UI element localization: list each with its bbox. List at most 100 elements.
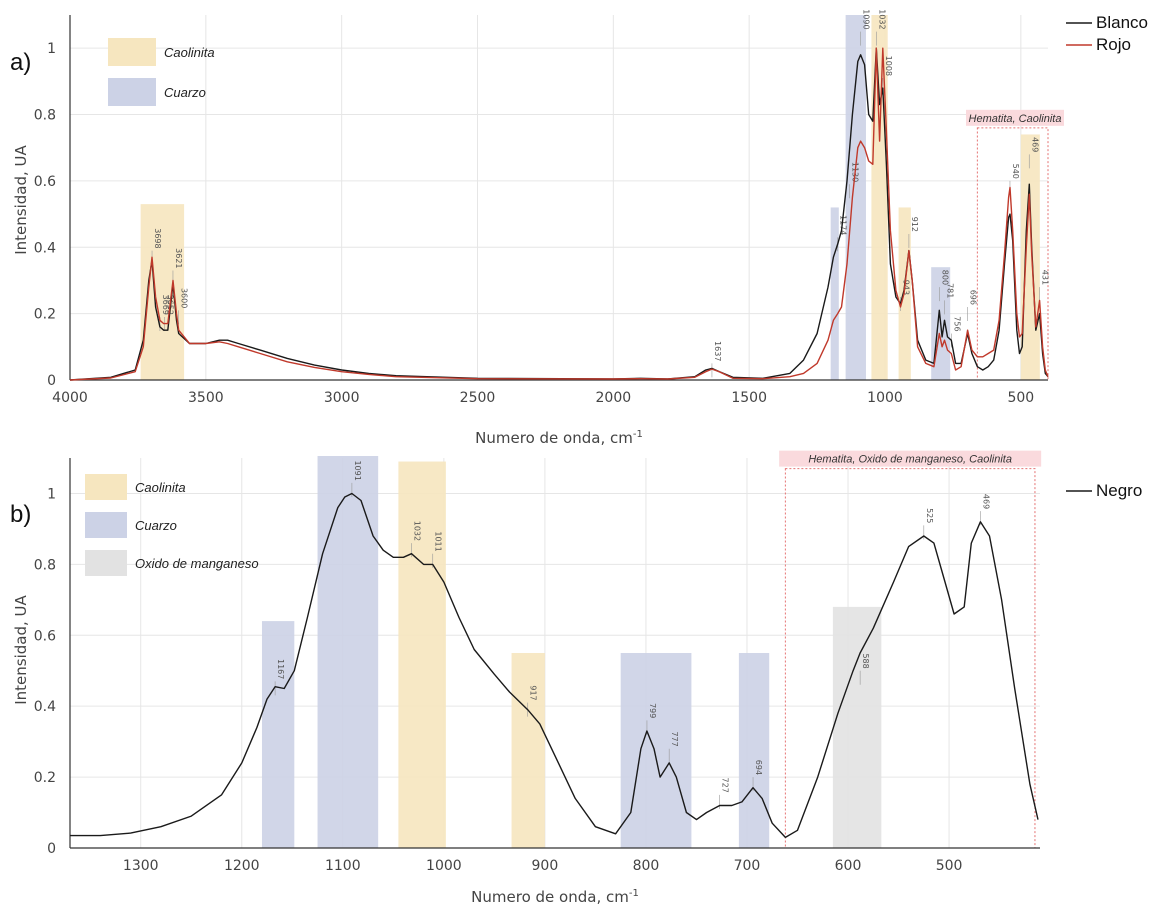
legend-label: Blanco	[1096, 13, 1148, 32]
x-tick-label: 500	[1007, 390, 1034, 406]
peak-label: 912	[910, 217, 919, 232]
peak-label: 1091	[353, 460, 362, 480]
peak-label: 777	[670, 731, 679, 746]
x-tick-label: 1000	[867, 390, 903, 406]
box-legend-label: Caolinita	[135, 480, 186, 495]
series-line-rojo	[69, 47, 1049, 381]
series-line-blanco	[69, 47, 1049, 381]
peak-label: 1011	[434, 531, 443, 551]
region-label-bg	[779, 450, 1042, 467]
peak-label: 917	[529, 685, 538, 700]
box-legend-swatch	[108, 38, 156, 66]
y-tick-label: 1	[47, 41, 56, 57]
y-tick-label: 0.4	[34, 240, 56, 256]
x-tick-label: 1200	[224, 858, 260, 874]
assignment-band	[620, 653, 692, 848]
peak-label: 469	[1030, 137, 1039, 152]
box-legend-label: Caolinita	[164, 45, 215, 60]
assignment-band	[398, 461, 446, 848]
peak-label: 943	[901, 280, 910, 295]
peak-label: 696	[969, 290, 978, 305]
box-legend-swatch	[85, 512, 127, 538]
y-tick-label: 0.2	[34, 770, 56, 786]
box-legend-swatch	[108, 78, 156, 106]
peak-label: 525	[925, 508, 934, 523]
peak-label: 1032	[877, 9, 886, 29]
panel-letter: b)	[10, 501, 31, 528]
legend-label: Rojo	[1096, 35, 1131, 54]
x-tick-label: 1500	[731, 390, 767, 406]
y-axis-title: Intensidad, UA	[12, 144, 30, 254]
x-tick-label: 2500	[460, 390, 496, 406]
assignment-band	[511, 653, 545, 848]
x-axis-title: Numero de onda, cm-1	[471, 888, 639, 906]
peak-label: 3669	[161, 295, 170, 315]
x-tick-label: 600	[835, 858, 862, 874]
region-label: Hematita, Caolinita	[969, 113, 1062, 125]
peak-label: 588	[861, 653, 870, 668]
x-tick-label: 500	[936, 858, 963, 874]
y-tick-label: 0.4	[34, 699, 56, 715]
peak-label: 3698	[153, 228, 162, 248]
region-label-bg	[966, 109, 1064, 126]
peak-label: 781	[945, 283, 954, 298]
x-axis-title-superscript: -1	[633, 429, 643, 440]
assignment-band	[738, 653, 770, 848]
y-tick-label: 0.8	[34, 108, 56, 124]
peak-label: 3600	[180, 288, 189, 308]
x-tick-label: 3000	[324, 390, 360, 406]
box-legend-swatch	[85, 550, 127, 576]
panel-b-chart: Hematita, Oxido de manganeso, Caolinita 0…	[10, 450, 1142, 906]
peak-label: 469	[981, 494, 990, 509]
y-tick-label: 0	[47, 841, 56, 857]
peak-label: 799	[648, 703, 657, 718]
panel-a-chart: Hematita, Caolinita 0 0.2 0.4 0.6 0.8 1 4000 350…	[10, 9, 1148, 447]
box-legend-label: Cuarzo	[135, 518, 177, 533]
x-tick-label: 700	[734, 858, 761, 874]
x-tick-label: 900	[532, 858, 559, 874]
x-tick-label: 1000	[426, 858, 462, 874]
peak-label: 727	[721, 778, 730, 793]
assignment-band	[1020, 134, 1040, 380]
mineral-region-box	[784, 468, 1036, 849]
x-tick-label: 3500	[188, 390, 224, 406]
peak-label: 1008	[884, 56, 893, 76]
mineral-region-box	[976, 127, 1049, 381]
peak-label: 1637	[713, 341, 722, 361]
peak-label: 1174	[839, 215, 848, 235]
y-axis-title: Intensidad, UA	[12, 594, 30, 704]
y-tick-label: 0.6	[34, 174, 56, 190]
x-tick-label: 1100	[325, 858, 361, 874]
assignment-band	[845, 15, 866, 380]
peak-label: 694	[754, 760, 763, 775]
y-tick-label: 0.6	[34, 628, 56, 644]
panel-letter: a)	[10, 49, 31, 76]
legend-label: Negro	[1096, 481, 1142, 500]
x-tick-label: 2000	[596, 390, 632, 406]
series-line-negro	[70, 492, 1039, 839]
x-tick-label: 800	[633, 858, 660, 874]
peak-label: 756	[952, 316, 961, 331]
y-tick-label: 0.2	[34, 307, 56, 323]
assignment-band	[317, 456, 379, 848]
x-axis-title-superscript: -1	[629, 888, 639, 899]
assignment-band	[830, 207, 839, 380]
peak-label: 431	[1041, 270, 1050, 285]
peak-label: 540	[1011, 164, 1020, 179]
region-label: Hematita, Oxido de manganeso, Caolinita	[808, 454, 1012, 466]
assignment-band	[832, 606, 882, 848]
peak-label: 1090	[862, 9, 871, 29]
x-axis-title: Numero de onda, cm-1	[475, 429, 643, 447]
y-tick-label: 0.8	[34, 557, 56, 573]
box-legend-swatch	[85, 474, 127, 500]
box-legend-label: Oxido de manganeso	[135, 556, 259, 571]
peak-label: 3621	[174, 248, 183, 268]
peak-label: 1032	[413, 521, 422, 541]
y-tick-label: 1	[47, 486, 56, 502]
peak-label: 800	[940, 270, 949, 285]
assignment-band	[261, 621, 295, 848]
x-tick-label: 1300	[123, 858, 159, 874]
box-legend-label: Cuarzo	[164, 85, 206, 100]
peak-label: 1167	[276, 659, 285, 679]
